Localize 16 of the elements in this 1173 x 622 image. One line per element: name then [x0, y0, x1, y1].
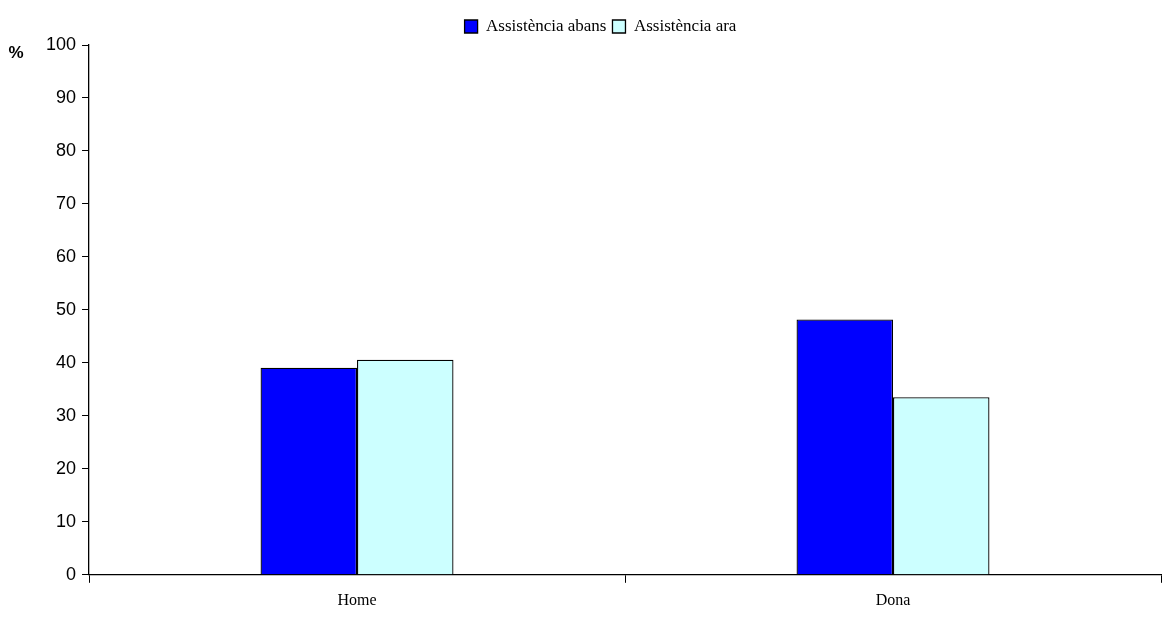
y-tick-label: 20 [56, 457, 77, 478]
y-tick-label: 30 [56, 404, 77, 425]
y-tick-label: 10 [56, 510, 77, 531]
y-tick-label: 0 [66, 563, 77, 584]
y-tick-label: 40 [56, 351, 77, 372]
y-tick-label: 60 [56, 245, 77, 266]
y-axis-title: % [8, 42, 24, 62]
x-tick-label: Dona [875, 590, 911, 608]
y-tick-label: 50 [56, 298, 77, 319]
legend-label: Assistència abans [486, 15, 607, 35]
y-tick-label: 100 [45, 33, 77, 54]
y-tick-label: 70 [56, 192, 77, 213]
legend-label: Assistència ara [633, 15, 737, 35]
y-tick-label: 90 [56, 86, 77, 107]
y-tick-label: 80 [56, 139, 77, 160]
x-tick-label: Home [337, 590, 377, 608]
